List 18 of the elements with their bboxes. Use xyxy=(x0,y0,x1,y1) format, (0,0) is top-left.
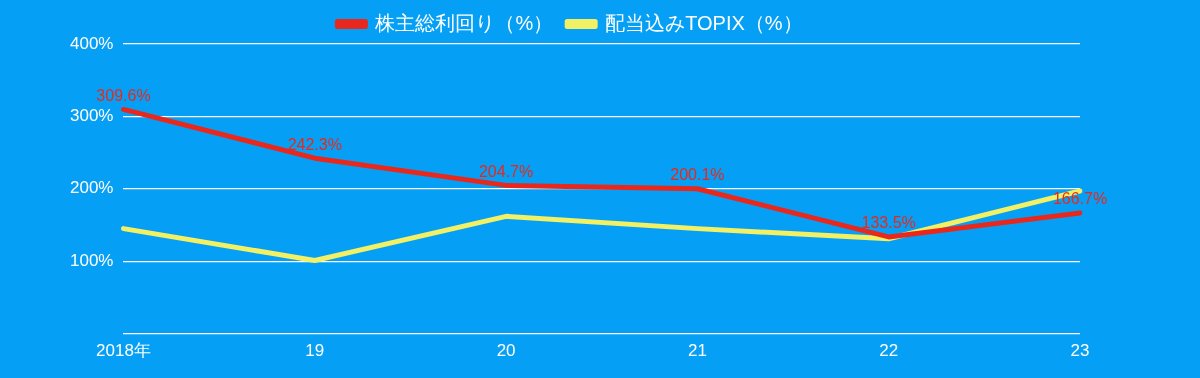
x-tick-label: 2018年 xyxy=(96,341,151,361)
data-label: 200.1% xyxy=(670,166,725,184)
y-tick-label: 300% xyxy=(70,106,114,126)
y-tick-label: 400% xyxy=(70,33,114,53)
data-label: 133.5% xyxy=(861,214,916,232)
data-label: 166.7% xyxy=(1052,190,1108,208)
y-tick-label: 200% xyxy=(70,178,114,198)
data-label: 204.7% xyxy=(478,162,534,180)
data-label: 309.6% xyxy=(96,86,151,104)
legend-label: 配当込みTOPIX（%） xyxy=(605,11,803,34)
x-tick-label: 19 xyxy=(305,341,325,361)
x-tick-label: 20 xyxy=(496,341,516,361)
x-tick-label: 23 xyxy=(1070,341,1090,361)
data-label: 242.3% xyxy=(287,135,342,153)
legend-label: 株主総利回り（%） xyxy=(374,11,554,34)
x-tick-label: 22 xyxy=(879,341,899,361)
x-tick-label: 21 xyxy=(687,341,707,361)
y-tick-label: 100% xyxy=(70,250,114,270)
